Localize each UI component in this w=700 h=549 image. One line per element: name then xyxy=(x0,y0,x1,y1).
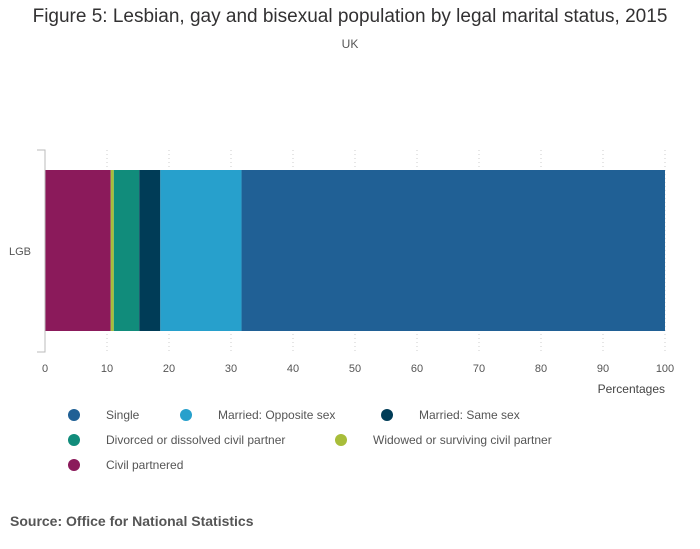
y-axis-bracket xyxy=(37,149,46,353)
x-tick-label-10: 10 xyxy=(101,363,113,375)
legend-swatch-married-opposite-sex xyxy=(180,409,192,421)
category-label: LGB xyxy=(9,246,31,258)
x-tick-label-40: 40 xyxy=(287,363,299,375)
legend-swatch-civil-partnered xyxy=(68,459,80,471)
x-tick-label-0: 0 xyxy=(42,363,48,375)
bar-segment-widowed-or-surviving-civil-partner[interactable] xyxy=(110,170,114,331)
x-tick-label-60: 60 xyxy=(411,363,423,375)
bar-segment-single[interactable] xyxy=(241,170,666,331)
legend-swatch-married-same-sex xyxy=(381,409,393,421)
legend-label-divorced: Divorced or dissolved civil partner xyxy=(106,433,286,447)
x-axis-title: Percentages xyxy=(598,382,665,396)
chart-title: Figure 5: Lesbian, gay and bisexual popu… xyxy=(32,6,668,27)
bar-segment-married-opposite-sex[interactable] xyxy=(160,170,242,331)
source-note: Source: Office for National Statistics xyxy=(10,513,254,529)
legend-label-widowed: Widowed or surviving civil partner xyxy=(373,433,552,447)
x-tick-label-70: 70 xyxy=(473,363,485,375)
chart-subtitle: UK xyxy=(341,37,359,51)
legend-swatch-single xyxy=(68,409,80,421)
legend-swatch-divorced xyxy=(68,434,80,446)
x-tick-label-30: 30 xyxy=(225,363,237,375)
legend-label-civil-partnered: Civil partnered xyxy=(106,458,184,472)
legend-label-married-opposite-sex: Married: Opposite sex xyxy=(218,408,336,422)
x-tick-label-50: 50 xyxy=(349,363,361,375)
bar-segment-civil-partnered[interactable] xyxy=(45,170,111,331)
x-tick-label-20: 20 xyxy=(163,363,175,375)
legend-swatch-widowed xyxy=(335,434,347,446)
legend-label-single: Single xyxy=(106,408,140,422)
legend-label-married-same-sex: Married: Same sex xyxy=(419,408,520,422)
bar-segment-married-same-sex[interactable] xyxy=(139,170,161,331)
x-tick-label-80: 80 xyxy=(535,363,547,375)
bar-segment-divorced-or-dissolved-civil-partner[interactable] xyxy=(113,170,140,331)
x-tick-label-90: 90 xyxy=(597,363,609,375)
x-tick-label-100: 100 xyxy=(656,363,674,375)
